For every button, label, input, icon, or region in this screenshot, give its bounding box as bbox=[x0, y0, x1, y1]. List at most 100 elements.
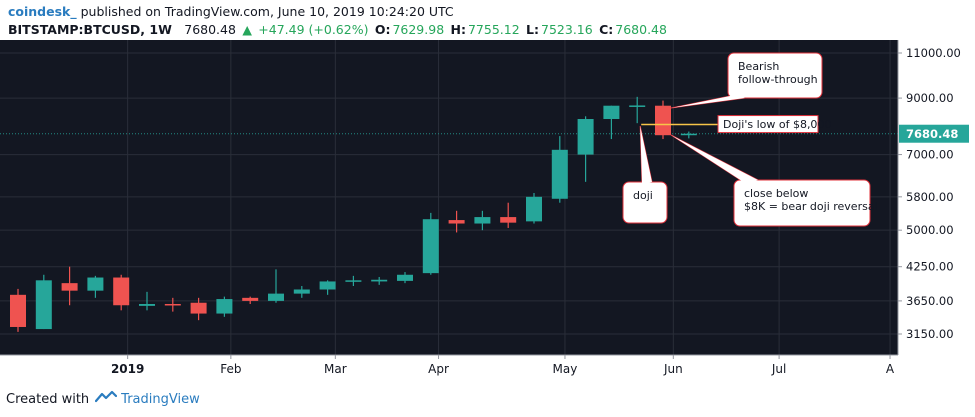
bearish-callout-pointer-fill bbox=[671, 95, 745, 108]
candle bbox=[448, 210, 465, 233]
candle-body bbox=[629, 105, 646, 107]
candle-body bbox=[526, 196, 542, 222]
price-tick-label: 7000.00 bbox=[906, 148, 954, 162]
candle bbox=[242, 296, 259, 304]
tradingview-brand[interactable]: TradingView bbox=[121, 391, 200, 407]
reversal-callout-text: $8K = bear doji reversal bbox=[744, 200, 878, 213]
open-value: 7629.98 bbox=[392, 22, 445, 37]
candle bbox=[655, 100, 671, 140]
candle-body bbox=[345, 280, 362, 282]
candle bbox=[422, 212, 439, 275]
candle-body bbox=[551, 149, 568, 199]
candle bbox=[629, 96, 646, 124]
candle bbox=[216, 296, 233, 317]
candle-body bbox=[293, 289, 310, 294]
price-tick-label: 4250.00 bbox=[906, 260, 954, 274]
doji-callout-text: doji bbox=[633, 189, 653, 202]
candle-body bbox=[422, 219, 439, 274]
candle-body bbox=[61, 283, 78, 291]
candle bbox=[577, 116, 594, 182]
time-tick-label: Jun bbox=[663, 362, 683, 376]
reversal-callout-box bbox=[733, 179, 871, 227]
candle-body bbox=[35, 280, 52, 330]
time-tick-label: Apr bbox=[428, 362, 449, 376]
candle bbox=[10, 288, 26, 332]
candle bbox=[319, 280, 336, 295]
annotations: Doji's low of $8,000 Bearishfollow-throug… bbox=[622, 52, 878, 227]
price-tick-label: 5800.00 bbox=[906, 190, 954, 204]
high-label: H: bbox=[450, 22, 466, 37]
candle-body bbox=[139, 303, 155, 306]
candle-body bbox=[577, 119, 594, 155]
candle bbox=[268, 269, 284, 303]
time-tick-label: Mar bbox=[324, 362, 347, 376]
price-axis-bg bbox=[898, 40, 975, 385]
change-value: +47.49 (+0.62%) bbox=[258, 22, 369, 37]
price-tick-label: 9000.00 bbox=[906, 91, 954, 105]
time-tick-label: Feb bbox=[220, 362, 241, 376]
candle-body bbox=[603, 105, 620, 120]
candle bbox=[526, 192, 542, 224]
candle bbox=[113, 274, 130, 311]
candle-body bbox=[500, 217, 517, 223]
price-chart[interactable]: 11000.00 9000.00 7000.00 5800.00 5000.00 4250… bbox=[0, 40, 975, 385]
last-price-label: 7680.48 bbox=[906, 127, 958, 141]
candle-body bbox=[448, 220, 465, 224]
time-axis-bg bbox=[0, 355, 898, 385]
time-tick-label: 2019 bbox=[111, 362, 144, 376]
candle bbox=[139, 291, 155, 311]
publisher-name[interactable]: coindesk_ bbox=[8, 4, 77, 19]
published-text: published on TradingView.com, June 10, 2… bbox=[80, 4, 454, 19]
candles bbox=[0, 96, 898, 332]
tradingview-logo-icon[interactable] bbox=[95, 390, 118, 408]
doji-low-box bbox=[717, 115, 819, 134]
candle bbox=[397, 272, 413, 284]
doji-callout-pointer-fill bbox=[640, 126, 652, 184]
close-value: 7680.48 bbox=[615, 22, 667, 37]
doji-callout: doji bbox=[622, 125, 668, 224]
created-with-text: Created with bbox=[6, 391, 90, 407]
candle bbox=[603, 105, 620, 140]
reversal-callout-text: close below bbox=[744, 187, 808, 200]
high-value: 7755.12 bbox=[467, 22, 520, 37]
candle bbox=[61, 266, 78, 306]
price-tick-label: 5000.00 bbox=[906, 223, 954, 237]
price-tick-label: 3150.00 bbox=[906, 327, 954, 341]
candle-body bbox=[371, 279, 388, 282]
candle bbox=[474, 210, 491, 231]
candle bbox=[500, 202, 517, 228]
candle-body bbox=[680, 133, 697, 136]
reversal-callout: close below$8K = bear doji reversal bbox=[670, 134, 878, 227]
last-price-tag bbox=[899, 124, 969, 143]
time-axis[interactable]: 2019 Feb Mar Apr May Jun Jul A bbox=[0, 354, 898, 385]
candle-body bbox=[164, 303, 181, 306]
candle-body bbox=[319, 281, 336, 290]
time-tick-label: May bbox=[553, 362, 578, 376]
low-value: 7523.16 bbox=[541, 22, 593, 37]
candle-body bbox=[190, 302, 207, 314]
candle bbox=[293, 286, 310, 298]
publish-line: coindesk_ published on TradingView.com, … bbox=[8, 4, 454, 19]
symbol-label: BITSTAMP:BTCUSD, 1W bbox=[8, 22, 172, 37]
up-arrow-icon: ▲ bbox=[242, 22, 252, 37]
candle bbox=[345, 275, 362, 287]
candle-body bbox=[268, 293, 284, 301]
time-tick-label: Jul bbox=[771, 362, 786, 376]
time-tick-label: A bbox=[886, 362, 895, 376]
candle bbox=[35, 274, 52, 330]
reversal-callout-pointer-fill bbox=[671, 135, 758, 183]
candle-body bbox=[655, 105, 671, 136]
price-tick-label: 11000.00 bbox=[906, 46, 961, 60]
bearish-callout-text: follow-through bbox=[738, 73, 818, 86]
price-tick-label: 3650.00 bbox=[906, 294, 954, 308]
candle-body bbox=[87, 277, 104, 291]
price-axis[interactable]: 11000.00 9000.00 7000.00 5800.00 5000.00 4250… bbox=[897, 40, 975, 385]
bearish-callout-box bbox=[727, 52, 823, 99]
candle bbox=[371, 276, 388, 285]
symbol-line: BITSTAMP:BTCUSD, 1W 7680.48 ▲ +47.49 (+0… bbox=[8, 22, 669, 37]
candle bbox=[680, 131, 697, 139]
doji-low-label: Doji's low of $8,000 bbox=[723, 118, 831, 131]
candle-body bbox=[474, 217, 491, 224]
open-label: O: bbox=[374, 22, 391, 37]
